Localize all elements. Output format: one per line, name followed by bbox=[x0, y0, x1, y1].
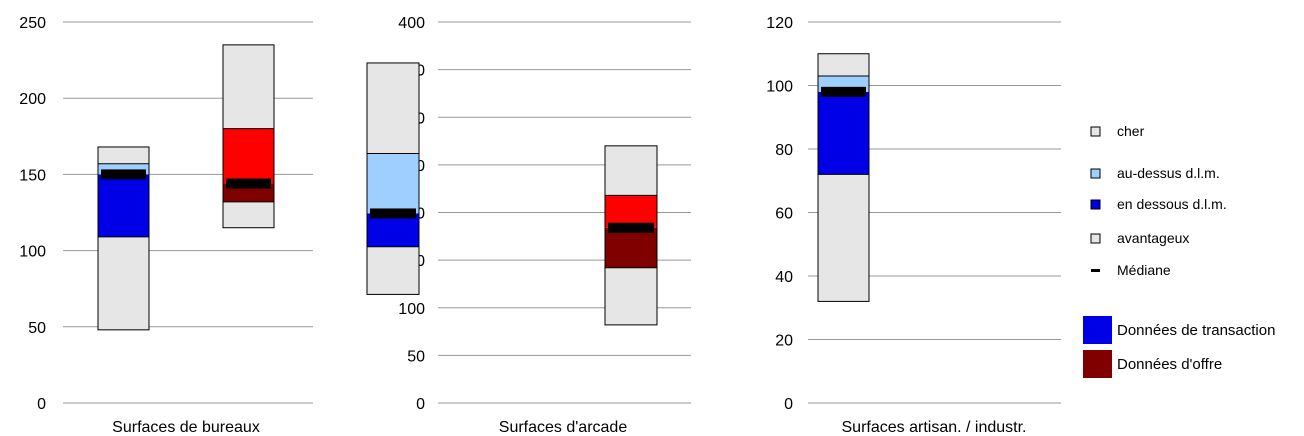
bar-segment-au-dessus bbox=[98, 163, 149, 175]
x-axis-label: Surfaces de bureaux bbox=[112, 419, 260, 436]
bar-outline bbox=[97, 146, 150, 331]
bar-segment-en-dessous bbox=[605, 227, 657, 268]
y-tick-label: 100 bbox=[19, 244, 46, 261]
bar-segment-cher bbox=[818, 53, 869, 76]
legend-label: avantageux bbox=[1117, 230, 1189, 246]
bar-segment-au-dessus bbox=[605, 195, 657, 228]
bar-segment-au-dessus bbox=[223, 128, 274, 184]
legend-label: Médiane bbox=[1117, 262, 1171, 278]
y-tick-label: 250 bbox=[19, 15, 46, 32]
legend-swatch-icon bbox=[1090, 126, 1101, 137]
y-tick-label: 100 bbox=[766, 79, 793, 96]
bar-segment-en-dessous bbox=[818, 91, 869, 175]
chart-panel-3: 0 20 40 60 80 100 120 Surfaces artisan. / indus… bbox=[766, 15, 1061, 436]
bar-segment-cher bbox=[98, 146, 149, 164]
legend-swatch-icon bbox=[1090, 233, 1101, 244]
bar-segment-en-dessous bbox=[98, 174, 149, 237]
median-marker bbox=[226, 178, 271, 189]
source-swatch-icon bbox=[1083, 316, 1112, 344]
x-axis-label: Surfaces artisan. / industr. bbox=[842, 419, 1027, 436]
source-swatch-icon bbox=[1083, 350, 1112, 378]
median-marker bbox=[370, 208, 416, 219]
bar-segment-avantageux bbox=[818, 174, 869, 302]
y-tick-label: 50 bbox=[28, 320, 46, 337]
median-marker bbox=[608, 222, 654, 233]
y-tick-label: 120 bbox=[766, 15, 793, 32]
bar-segment-avantageux bbox=[223, 201, 274, 228]
median-legend-icon bbox=[1091, 269, 1100, 272]
source-legend-label: Données de transaction bbox=[1117, 322, 1275, 339]
y-tick-label: 0 bbox=[416, 396, 425, 413]
median-marker bbox=[821, 86, 866, 97]
bar-outline bbox=[366, 62, 420, 295]
bar-segment-cher bbox=[223, 44, 274, 129]
legend: cher au-dessus d.l.m. en dessous d.l.m. ava… bbox=[1083, 123, 1275, 378]
legend-label: au-dessus d.l.m. bbox=[1117, 165, 1220, 181]
bar-segment-au-dessus bbox=[367, 153, 419, 214]
legend-swatch-icon bbox=[1090, 199, 1101, 210]
y-tick-label: 200 bbox=[19, 91, 46, 108]
y-tick-label: 20 bbox=[775, 333, 793, 350]
bar-segment-avantageux bbox=[98, 236, 149, 330]
bar-segment-cher bbox=[605, 145, 657, 196]
y-tick-label: 100 bbox=[398, 301, 425, 318]
y-tick-label: 400 bbox=[398, 15, 425, 32]
chart-panel-1: 0 50 100 150 200 250 Surfaces de bureaux bbox=[19, 15, 313, 436]
bar-segment-avantageux bbox=[605, 267, 657, 325]
legend-swatch-icon bbox=[1090, 168, 1101, 179]
y-tick-label: 50 bbox=[407, 348, 425, 365]
bar-segment-avantageux bbox=[367, 246, 419, 295]
y-tick-label: 40 bbox=[775, 269, 793, 286]
bar-outline bbox=[604, 145, 658, 326]
y-tick-label: 60 bbox=[775, 206, 793, 223]
y-tick-label: 80 bbox=[775, 142, 793, 159]
chart-panel-2: 050100150200250300350400Surfaces d'arcad… bbox=[366, 15, 691, 436]
y-tick-label: 0 bbox=[37, 396, 46, 413]
y-tick-label: 0 bbox=[784, 396, 793, 413]
median-marker bbox=[101, 169, 146, 180]
legend-label: en dessous d.l.m. bbox=[1117, 196, 1227, 212]
bar-segment-en-dessous bbox=[367, 213, 419, 247]
bar-segment-cher bbox=[367, 62, 419, 154]
legend-label: cher bbox=[1117, 123, 1145, 139]
y-tick-label: 150 bbox=[19, 167, 46, 184]
bar-outline bbox=[817, 53, 870, 302]
x-axis-label: Surfaces d'arcade bbox=[499, 419, 628, 436]
source-legend-label: Données d'offre bbox=[1117, 356, 1222, 373]
bar-outline bbox=[222, 44, 275, 229]
